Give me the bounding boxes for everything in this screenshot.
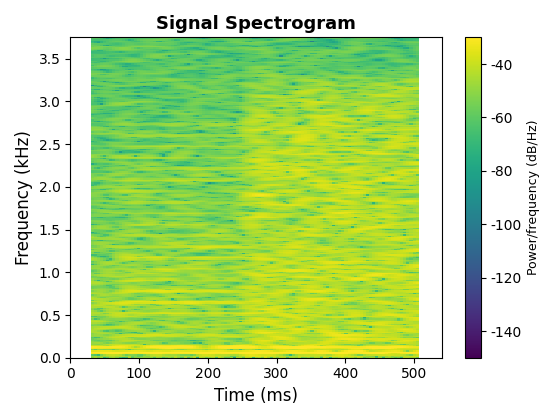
Title: Signal Spectrogram: Signal Spectrogram [156, 15, 356, 33]
Y-axis label: Frequency (kHz): Frequency (kHz) [15, 130, 33, 265]
Y-axis label: Power/frequency (dB/Hz): Power/frequency (dB/Hz) [528, 120, 540, 275]
X-axis label: Time (ms): Time (ms) [214, 387, 298, 405]
